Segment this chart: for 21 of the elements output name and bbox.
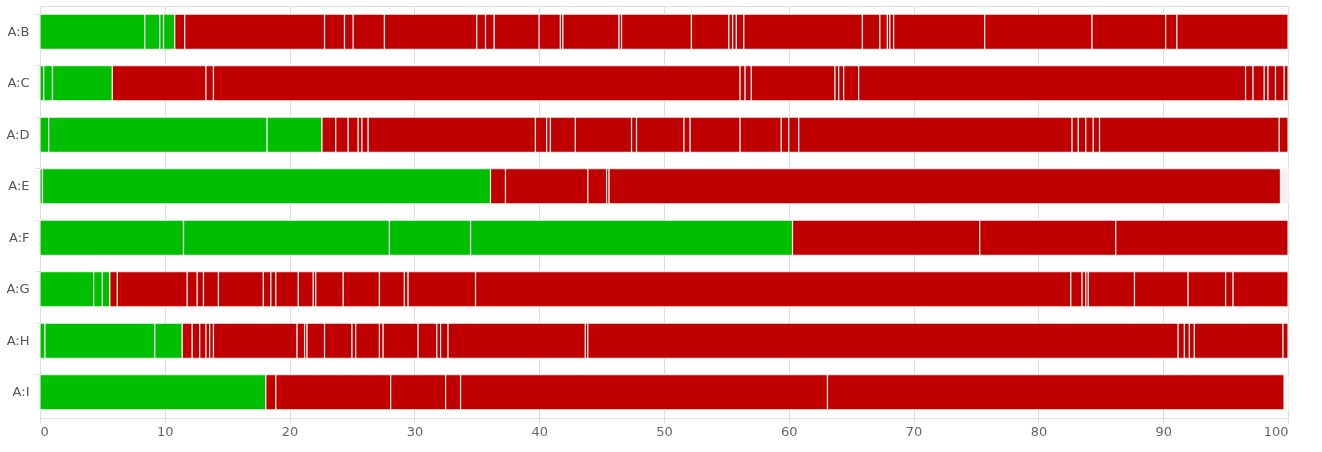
y-tick-label: A:B [7, 23, 30, 39]
y-tick-label: A:G [6, 281, 30, 297]
x-tick-label: 50 [656, 423, 673, 439]
y-tick-label: A:C [7, 75, 30, 91]
y-tick-label: A:E [8, 178, 30, 194]
x-tick-label: 40 [531, 423, 548, 439]
y-tick-label: A:I [12, 384, 30, 400]
x-tick-label: 90 [1155, 423, 1172, 439]
x-tick-label: 20 [281, 423, 299, 439]
y-tick-label: A:H [6, 332, 30, 348]
x-tick-label: 70 [905, 423, 923, 439]
bar [562, 13, 620, 50]
y-tick-label: A:F [8, 229, 30, 245]
bar [355, 322, 381, 359]
x-tick-label: 100 [1263, 423, 1289, 439]
y-tick-label: A:D [6, 126, 30, 142]
x-tick-label: 60 [781, 423, 798, 439]
x-tick-label: 30 [406, 423, 424, 439]
x-tick-label: 10 [157, 423, 174, 439]
x-tick-label: 0 [40, 423, 49, 439]
x-tick-label: 80 [1030, 423, 1048, 439]
